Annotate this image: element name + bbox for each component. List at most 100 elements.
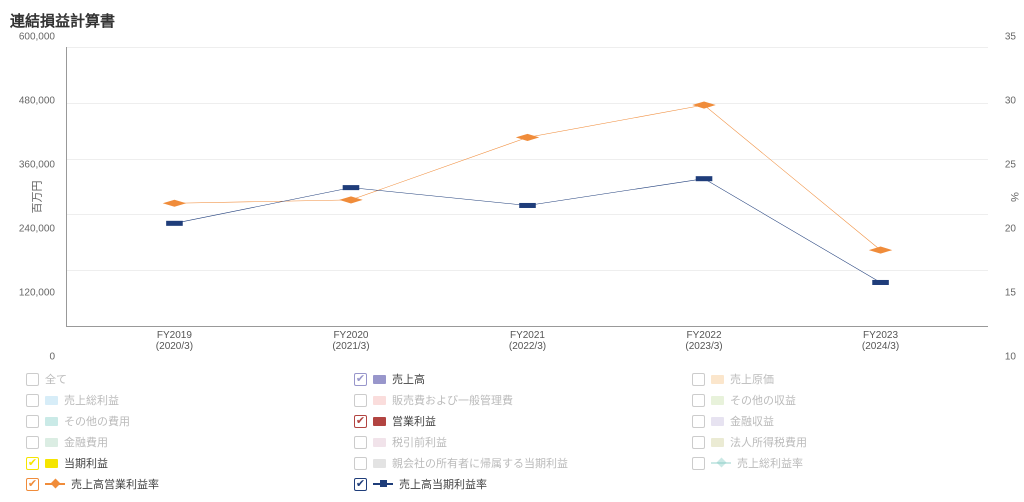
line-opmargin: [174, 105, 880, 250]
legend-label: 売上高営業利益率: [71, 476, 159, 492]
swatch-icon: [45, 459, 58, 468]
lines-overlay: [67, 47, 988, 326]
y-left-label: 百万円: [29, 181, 45, 214]
legend-item[interactable]: 売上総利益: [26, 392, 354, 408]
legend-label: 売上高: [392, 371, 425, 387]
swatch-icon: [45, 396, 58, 405]
y-left-tick: 120,000: [15, 288, 55, 299]
swatch-icon: [373, 396, 386, 405]
swatch-icon: [45, 438, 58, 447]
x-category-label: FY2019(2020/3): [105, 326, 243, 352]
swatch-icon: [45, 417, 58, 426]
x-category-label: FY2022(2023/3): [635, 326, 773, 352]
checkbox-icon: [26, 436, 39, 449]
legend-label: 親会社の所有者に帰属する当期利益: [392, 455, 568, 471]
legend-item[interactable]: ✔ 営業利益: [354, 413, 692, 429]
checkbox-icon: [26, 373, 39, 386]
checkbox-icon: [692, 373, 705, 386]
legend-label: 法人所得税費用: [730, 434, 807, 450]
legend-item[interactable]: 税引前利益: [354, 434, 692, 450]
y-left-tick: 240,000: [15, 224, 55, 235]
legend-label: 税引前利益: [392, 434, 447, 450]
x-category-label: FY2021(2022/3): [458, 326, 596, 352]
checkbox-icon: [354, 457, 367, 470]
legend-label: その他の費用: [64, 413, 130, 429]
legend-label: 金融費用: [64, 434, 108, 450]
checkbox-icon: ✔: [354, 415, 367, 428]
swatch-icon: [373, 417, 386, 426]
checkbox-icon: ✔: [354, 373, 367, 386]
marker-opmargin: [516, 134, 539, 141]
legend-item[interactable]: 売上総利益率: [692, 455, 1020, 471]
swatch-icon: [373, 375, 386, 384]
chart: 百万円 % FY2019(2020/3)FY2020(2021/3)FY2021…: [60, 37, 994, 357]
y-right-label: %: [1008, 192, 1020, 202]
checkbox-icon: [692, 394, 705, 407]
checkbox-icon: ✔: [354, 478, 367, 491]
checkbox-icon: [692, 457, 705, 470]
legend-item[interactable]: 法人所得税費用: [692, 434, 1020, 450]
legend-label: 当期利益: [64, 455, 108, 471]
swatch-icon: [373, 459, 386, 468]
legend-label: 金融収益: [730, 413, 774, 429]
legend-item[interactable]: その他の費用: [26, 413, 354, 429]
legend-item[interactable]: ✔ 売上高営業利益率: [26, 476, 354, 492]
chart-title: 連結損益計算書: [10, 10, 1024, 31]
marker-opmargin: [163, 200, 186, 207]
y-right-tick: 10: [1005, 352, 1016, 363]
legend-item[interactable]: ✔ 売上高: [354, 371, 692, 387]
checkbox-icon: [692, 415, 705, 428]
y-right-tick: 30: [1005, 96, 1016, 107]
legend-item[interactable]: 売上原価: [692, 371, 1020, 387]
legend-item[interactable]: 金融収益: [692, 413, 1020, 429]
legend-item[interactable]: ✔ 売上高当期利益率: [354, 476, 692, 492]
checkbox-icon: [26, 394, 39, 407]
y-left-tick: 0: [15, 352, 55, 363]
swatch-icon: [711, 375, 724, 384]
legend-item[interactable]: 親会社の所有者に帰属する当期利益: [354, 455, 692, 471]
y-left-tick: 480,000: [15, 96, 55, 107]
y-right-tick: 15: [1005, 288, 1016, 299]
swatch-icon: [711, 417, 724, 426]
line-netmargin: [174, 179, 880, 283]
checkbox-icon: [692, 436, 705, 449]
legend-label: 売上高当期利益率: [399, 476, 487, 492]
marker-netmargin: [343, 185, 360, 190]
marker-netmargin: [519, 203, 536, 208]
line-icon: [45, 479, 65, 489]
legend-item[interactable]: 金融費用: [26, 434, 354, 450]
swatch-icon: [373, 438, 386, 447]
legend-item[interactable]: ✔ 当期利益: [26, 455, 354, 471]
marker-netmargin: [872, 280, 889, 285]
line-icon: [711, 458, 731, 468]
marker-netmargin: [166, 221, 183, 226]
x-category-label: FY2020(2021/3): [282, 326, 420, 352]
legend-label: 販売費および一般管理費: [392, 392, 513, 408]
checkbox-icon: ✔: [26, 478, 39, 491]
swatch-icon: [711, 396, 724, 405]
checkbox-icon: ✔: [26, 457, 39, 470]
legend-label: 売上総利益率: [737, 455, 803, 471]
legend-label: 営業利益: [392, 413, 436, 429]
line-icon: [373, 479, 393, 489]
legend-item[interactable]: 全て: [26, 371, 354, 387]
marker-opmargin: [692, 101, 715, 108]
y-right-tick: 35: [1005, 32, 1016, 43]
y-left-tick: 600,000: [15, 32, 55, 43]
y-right-tick: 25: [1005, 160, 1016, 171]
marker-netmargin: [696, 176, 713, 181]
checkbox-icon: [354, 436, 367, 449]
legend-label: 売上原価: [730, 371, 774, 387]
x-category-label: FY2023(2024/3): [811, 326, 949, 352]
legend-item[interactable]: その他の収益: [692, 392, 1020, 408]
legend: 全て ✔ 売上高 売上原価売上総利益 販売費および一般管理費 その他の収益その他の費用 ✔ 営…: [26, 371, 1020, 492]
y-left-tick: 360,000: [15, 160, 55, 171]
legend-label: 売上総利益: [64, 392, 119, 408]
y-right-tick: 20: [1005, 224, 1016, 235]
marker-opmargin: [339, 196, 362, 203]
legend-item[interactable]: 販売費および一般管理費: [354, 392, 692, 408]
legend-label: 全て: [45, 371, 67, 387]
legend-label: その他の収益: [730, 392, 796, 408]
swatch-icon: [711, 438, 724, 447]
checkbox-icon: [354, 394, 367, 407]
